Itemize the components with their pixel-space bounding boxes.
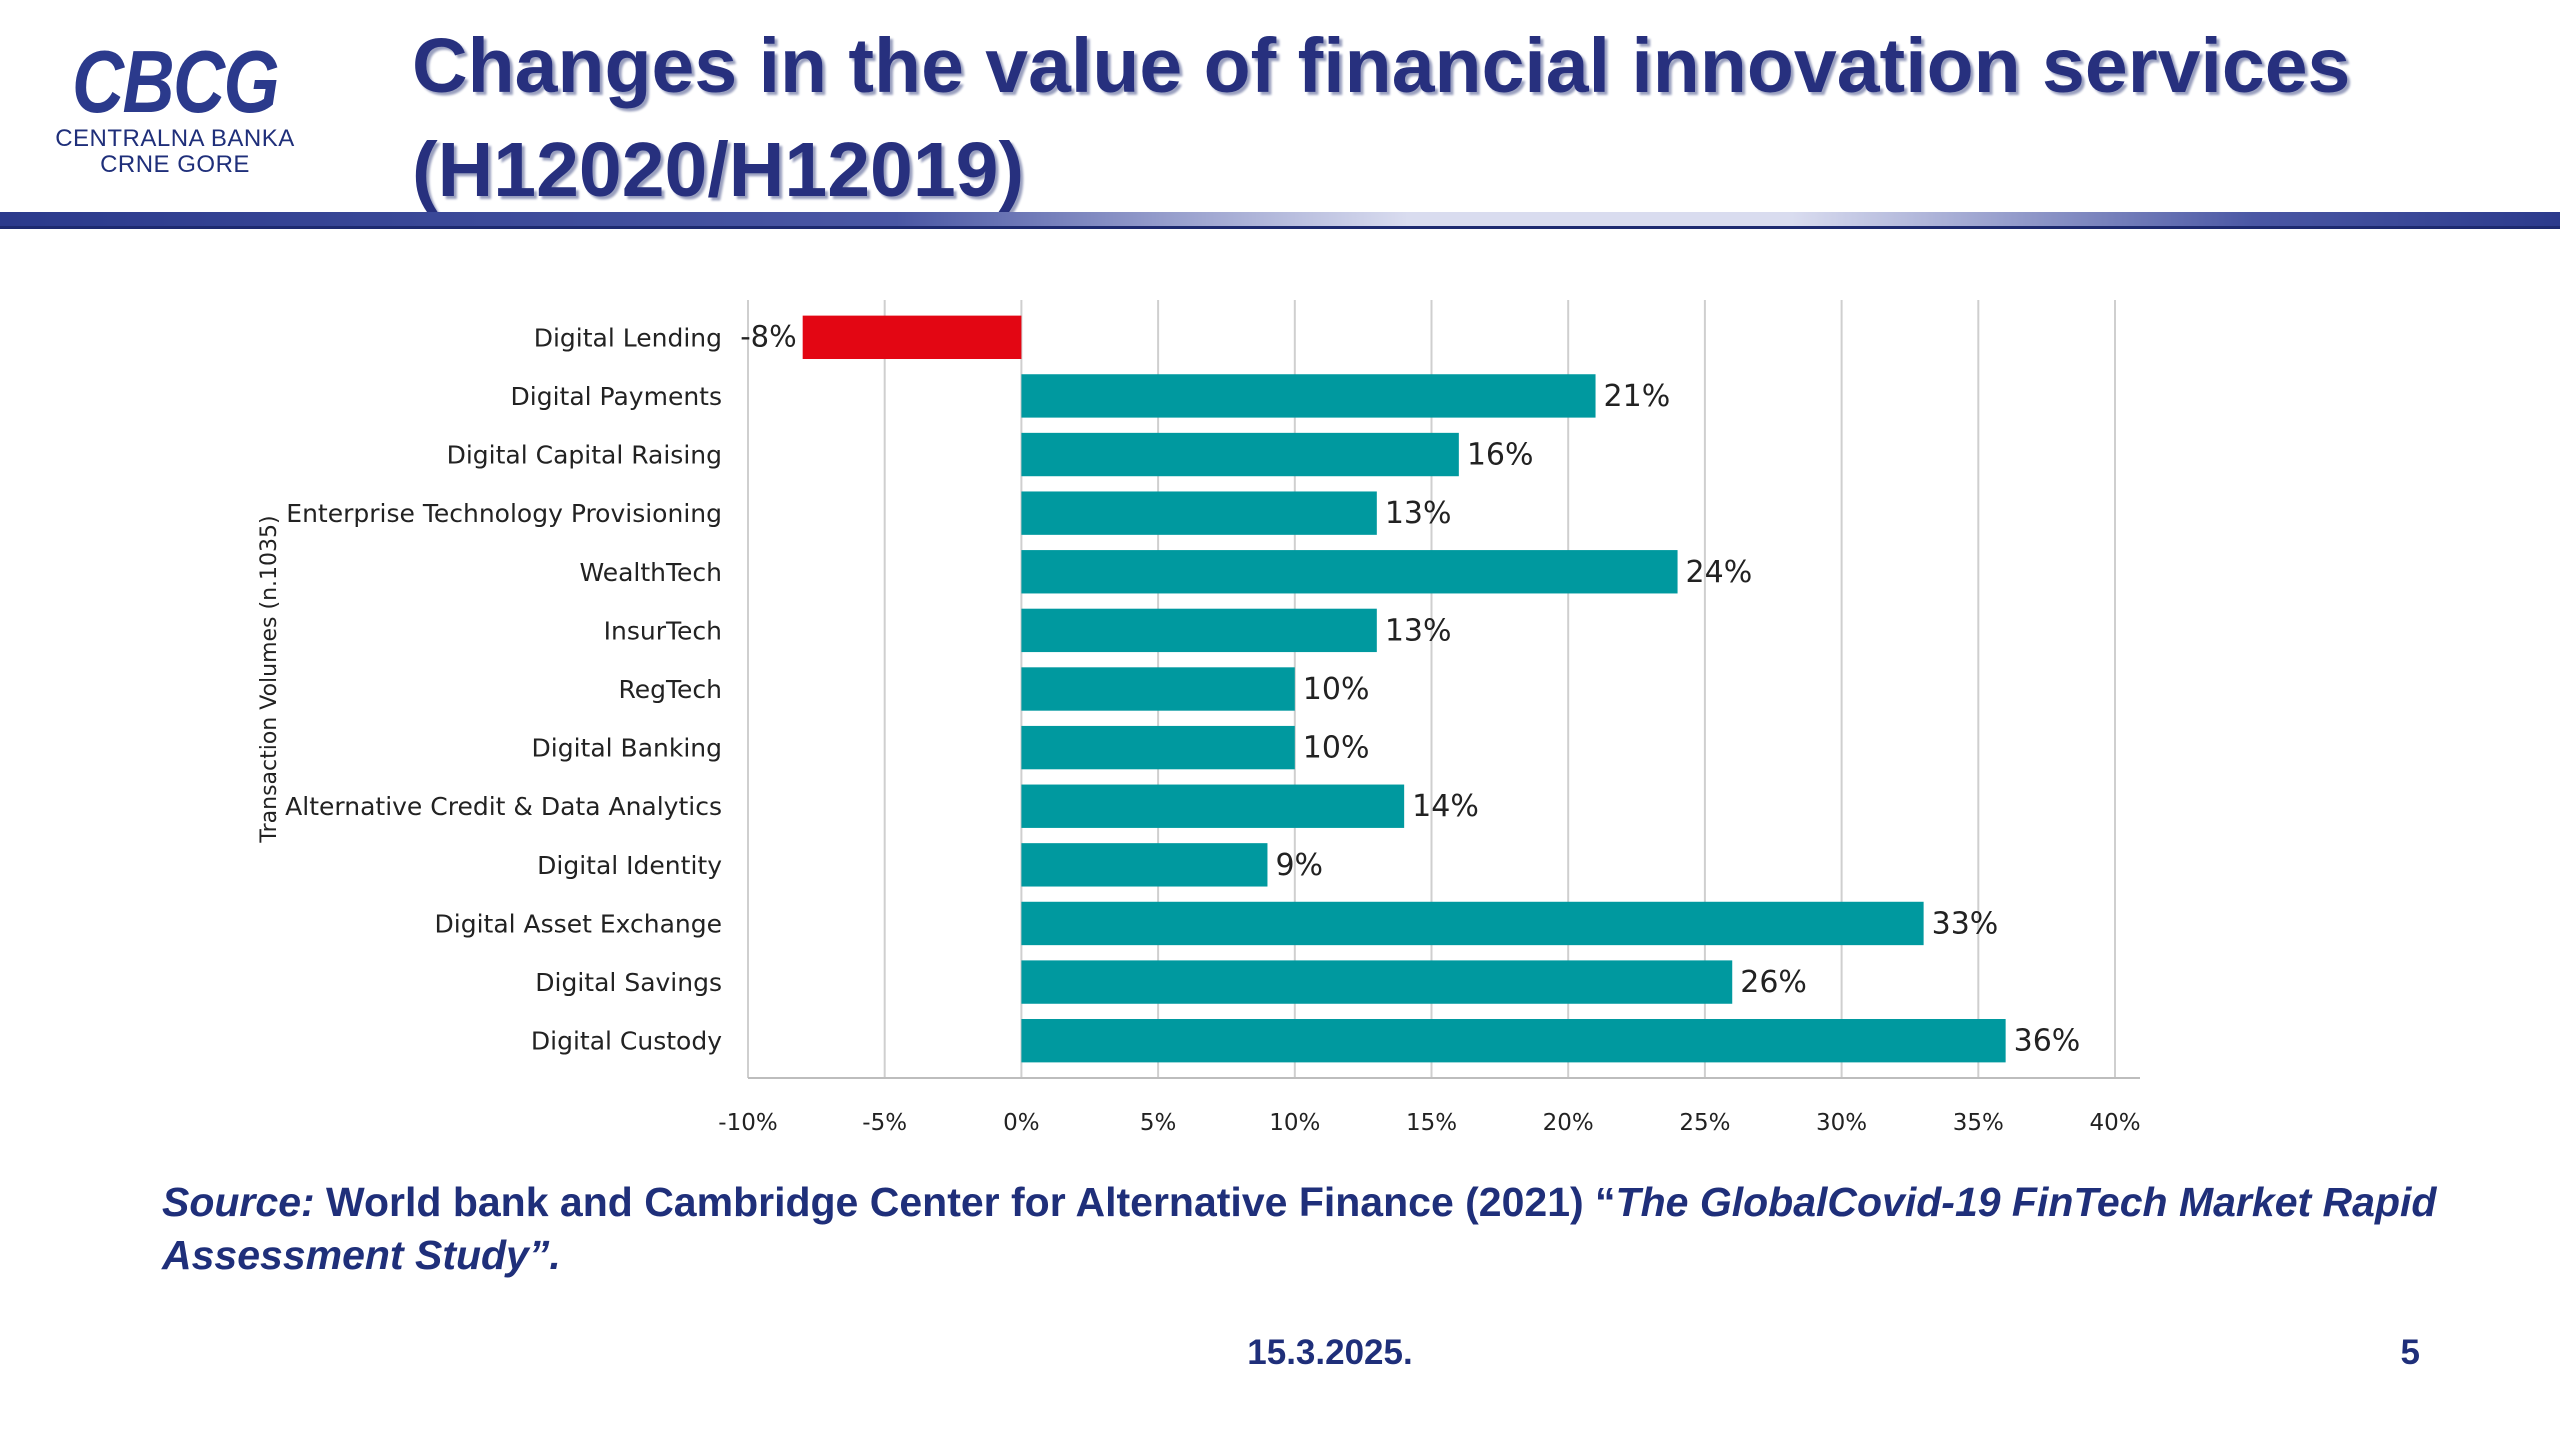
category-label: Enterprise Technology Provisioning [286,499,722,528]
bar [1021,432,1459,477]
bar [1021,784,1405,828]
value-label: 36% [2014,1024,2081,1059]
category-label: Digital Savings [535,968,722,997]
source-lead: Source: [162,1179,315,1225]
value-label: 13% [1385,613,1452,648]
bar [1021,901,1924,946]
x-tick-label: 20% [1543,1110,1594,1136]
source-text: World bank and Cambridge Center for Alte… [314,1179,1616,1225]
value-label: 14% [1412,789,1479,824]
category-label: Digital Lending [534,323,722,352]
x-tick-label: 0% [1003,1110,1040,1136]
title-separator-line [0,226,2560,229]
source-note: Source: World bank and Cambridge Center … [162,1176,2462,1282]
logo-mark: CBCG [72,32,280,131]
value-label: 21% [1604,379,1671,414]
x-tick-label: 25% [1679,1110,1730,1136]
category-label: Digital Banking [532,734,722,763]
cbcg-logo: CBCG CENTRALNA BANKA CRNE GORE [30,38,320,178]
bar-chart: -10% -5% 0% 5% 10% 15% 20% 25% 30% 35% 40% Digital … [257,300,2140,1136]
category-label: Digital Capital Raising [447,441,722,470]
x-tick-label: -10% [718,1110,777,1136]
bar [1021,550,1678,594]
bar [1021,725,1295,770]
x-tick-label: 40% [2089,1110,2140,1136]
value-label: 9% [1275,848,1323,883]
value-label: 13% [1385,496,1452,531]
slide-title: Changes in the value of financial innova… [412,23,2351,213]
category-label: WealthTech [579,558,722,587]
bar [1021,1019,2006,1063]
category-label: Alternative Credit & Data Analytics [285,792,722,821]
bar [1021,667,1295,711]
bar [1021,960,1733,1004]
value-label: 24% [1686,555,1753,590]
footer-date: 15.3.2025. [1247,1333,1413,1372]
category-label: RegTech [619,675,723,704]
bar [1021,374,1596,418]
value-label: 10% [1303,731,1370,766]
logo-line-2: CRNE GORE [100,151,250,178]
x-tick-label: 5% [1140,1110,1177,1136]
title-separator [0,212,2560,226]
category-label: Digital Payments [511,382,723,411]
logo-line-1: CENTRALNA BANKA [55,125,295,152]
category-label: InsurTech [604,616,722,645]
bar [1021,608,1377,653]
value-label: -8% [740,319,796,353]
x-tick-label: 15% [1406,1110,1457,1136]
bar [802,315,1022,359]
x-tick-label: 30% [1816,1110,1867,1136]
x-tick-label: 10% [1269,1110,1320,1136]
category-label: Digital Custody [531,1027,722,1056]
bar [1021,843,1268,887]
category-label: Digital Asset Exchange [435,909,722,938]
y-axis-title: Transaction Volumes (n.1035) [257,515,282,843]
category-label: Digital Identity [537,851,722,880]
x-tick-label: 35% [1953,1110,2004,1136]
value-label: 26% [1740,965,1807,1000]
x-tick-label: -5% [862,1110,907,1136]
bar [1021,491,1377,535]
value-label: 33% [1932,906,1999,941]
source-study-title: The GlobalCovid-19 FinTech Market Rapid … [162,1179,2437,1278]
value-label: 10% [1303,672,1370,707]
value-label: 16% [1467,438,1534,473]
page-number: 5 [2400,1333,2420,1372]
